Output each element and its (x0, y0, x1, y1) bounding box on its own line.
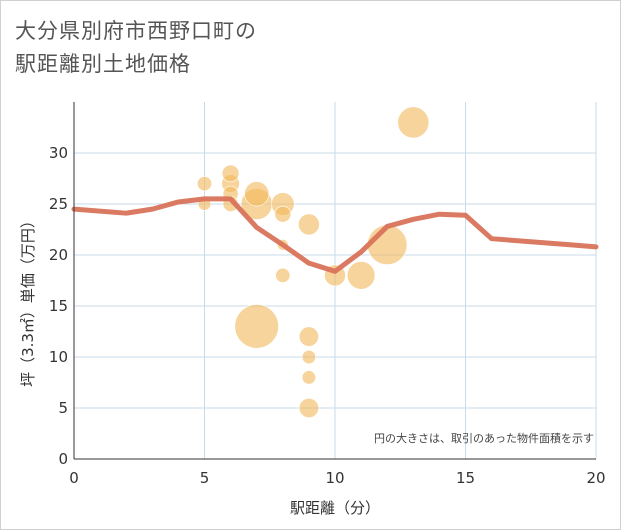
average-price-line (71, 196, 599, 274)
x-tick-label: 15 (456, 469, 475, 487)
line-layer (71, 196, 599, 274)
y-tick-label: 15 (49, 297, 68, 315)
bubble-point (301, 349, 316, 365)
bubble-point (275, 267, 291, 283)
y-tick-label: 20 (49, 246, 68, 264)
bubble-point (197, 176, 213, 192)
x-tick-label: 0 (69, 469, 79, 487)
bubble-point (298, 213, 320, 236)
bubble-point (244, 181, 270, 207)
bubble-point (298, 326, 319, 347)
y-axis-label: 坪（3.3㎡）単価（万円） (19, 213, 37, 387)
chart-title: 大分県別府市西野口町の 駅距離別土地価格 (15, 15, 257, 81)
x-tick-label: 5 (200, 469, 210, 487)
bubble-point (298, 397, 319, 419)
bubble-point (221, 164, 240, 183)
bubble-point (301, 370, 316, 385)
y-tick-label: 0 (58, 450, 68, 468)
x-tick-label: 10 (325, 469, 344, 487)
bubble-point (274, 205, 292, 223)
y-tick-label: 30 (49, 144, 68, 162)
bubble-point (397, 106, 430, 139)
grid (74, 102, 597, 459)
bubble-point (346, 261, 376, 290)
x-axis-label: 駅距離（分） (290, 499, 380, 517)
size-note: 円の大きさは、取引のあった物件面積を示す (374, 431, 594, 445)
chart-title-line2: 駅距離別土地価格 (15, 52, 191, 76)
y-tick-label: 25 (49, 195, 68, 213)
axes: 0 5 10 15 20 25 30 0 5 10 15 20 (49, 102, 606, 487)
bubble-point (234, 304, 279, 349)
x-tick-label: 20 (586, 469, 605, 487)
y-tick-label: 10 (49, 348, 68, 366)
chart-title-line1: 大分県別府市西野口町の (15, 19, 257, 43)
y-tick-label: 5 (58, 399, 68, 417)
bubble-point (367, 224, 408, 265)
